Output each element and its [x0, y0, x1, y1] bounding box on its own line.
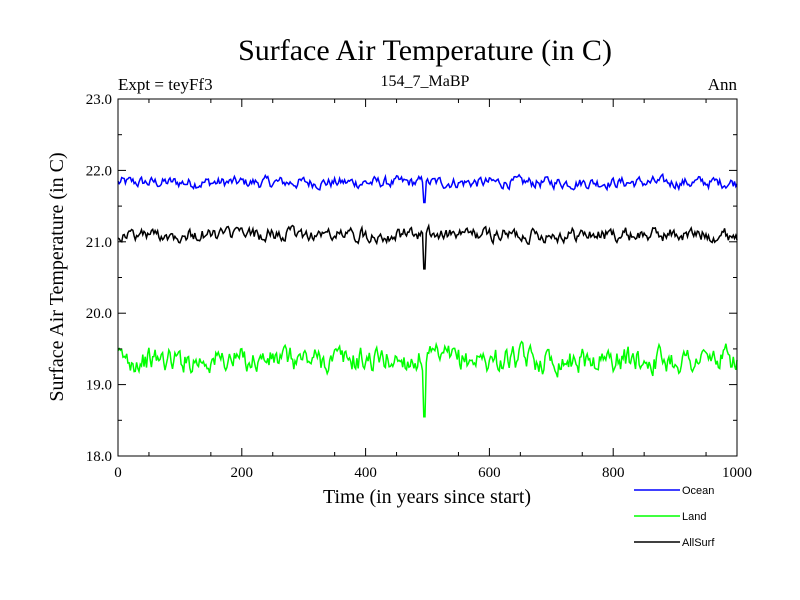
y-tick-label: 23.0 [86, 92, 112, 108]
chart-subtitle: 154_7_MaBP [381, 73, 470, 90]
series-line-ocean [117, 172, 738, 204]
series-line-land [117, 340, 738, 418]
series-layer [117, 172, 738, 418]
x-tick-label: 1000 [722, 465, 752, 481]
chart-title: Surface Air Temperature (in C) [238, 34, 612, 67]
season-label: Ann [708, 75, 738, 94]
legend-label-allsurf: AllSurf [682, 537, 715, 549]
x-tick-label: 600 [478, 465, 501, 481]
expt-label: Expt = teyFf3 [118, 75, 213, 94]
legend-label-land: Land [682, 511, 706, 523]
legend-label-ocean: Ocean [682, 485, 714, 497]
x-tick-label: 400 [354, 465, 377, 481]
series-line-allsurf [117, 223, 738, 270]
ticks-layer [117, 98, 738, 457]
x-tick-label: 800 [602, 465, 625, 481]
x-tick-label: 200 [231, 465, 254, 481]
y-tick-label: 22.0 [86, 163, 112, 179]
legend: Ocean Land AllSurf [634, 485, 715, 549]
plot-frame [117, 98, 738, 457]
y-tick-label: 20.0 [86, 306, 112, 322]
y-tick-label: 19.0 [86, 378, 112, 394]
y-tick-label: 21.0 [86, 235, 112, 251]
tick-labels-layer: 0 200 400 600 800 1000 18.0 19.0 20.0 21.0 22.0 23.… [86, 92, 752, 481]
x-tick-label: 0 [114, 465, 122, 481]
y-axis-label: Surface Air Temperature (in C) [46, 152, 68, 401]
y-tick-label: 18.0 [86, 449, 112, 465]
x-axis-label: Time (in years since start) [323, 486, 531, 508]
